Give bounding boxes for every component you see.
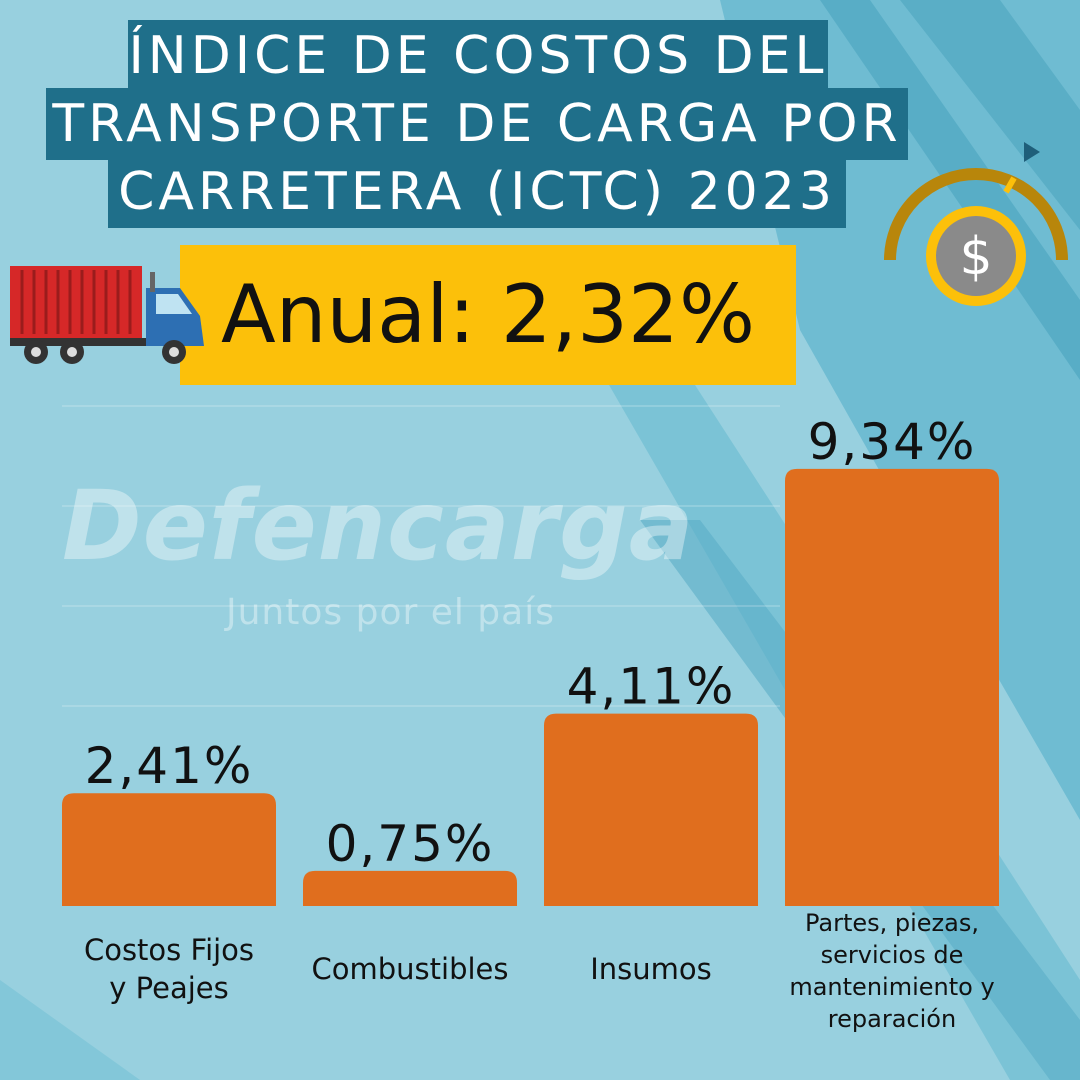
bar-chart: 2,41% Costos Fijos y Peajes 0,75% Combustibl…	[62, 405, 999, 1033]
bar-value-label: 4,11%	[567, 658, 736, 716]
svg-text:$: $	[959, 227, 992, 287]
category-label: mantenimiento y	[789, 973, 994, 1001]
category-label: servicios de	[821, 941, 964, 969]
truck-icon	[10, 266, 204, 364]
watermark-slogan: Juntos por el país	[226, 592, 555, 633]
annual-index-badge: Anual: 2,32%	[180, 245, 796, 385]
page-title-line-3: CARRETERA (ICTC) 2023	[108, 156, 846, 228]
dollar-gauge-icon: $	[884, 142, 1068, 306]
category-label: reparación	[828, 1005, 956, 1033]
category-label: y Peajes	[109, 971, 228, 1005]
bar	[62, 793, 276, 906]
page-title-line-2: TRANSPORTE DE CARGA POR	[46, 88, 908, 160]
bar-value-label: 2,41%	[85, 737, 254, 795]
bar-value-label: 0,75%	[326, 815, 495, 873]
page-title-line-1: ÍNDICE DE COSTOS DEL	[128, 20, 828, 92]
category-label: Partes, piezas,	[805, 909, 979, 937]
bar	[303, 870, 517, 906]
watermark-brand: Defencarga	[62, 470, 695, 582]
category-label: Costos Fijos	[84, 933, 254, 967]
bar-value-label: 9,34%	[808, 413, 977, 471]
bar	[785, 468, 999, 906]
category-label: Insumos	[590, 952, 712, 986]
category-label: Combustibles	[312, 952, 509, 986]
bar	[544, 713, 758, 906]
